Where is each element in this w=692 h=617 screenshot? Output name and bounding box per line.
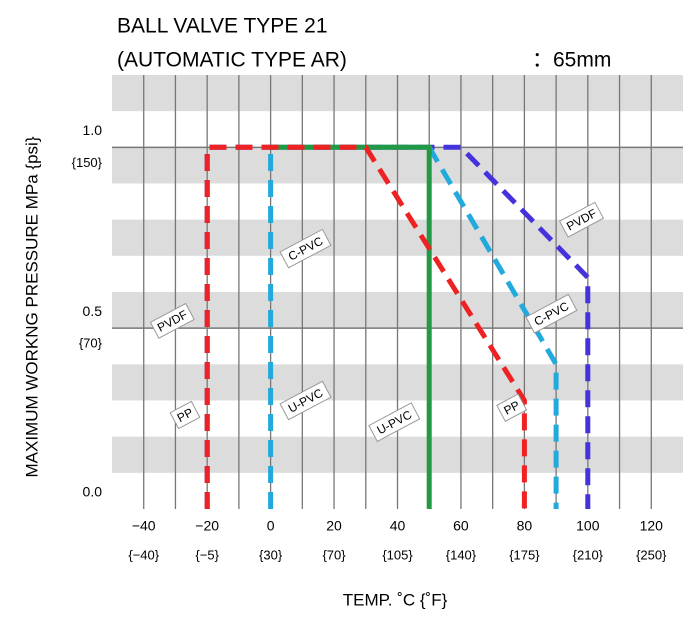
x-tick-label-fahrenheit: {140} [446,547,477,562]
annotation-box [525,293,578,334]
x-tick-label-celsius: 60 [453,518,469,534]
x-tick-label-fahrenheit: {210} [573,547,604,562]
x-tick-label-fahrenheit: {−5} [195,547,219,562]
y-axis-label: MAXIMUM WORKNG PRESSURE MPa {psi} [22,136,41,477]
y-tick-label: {70} [79,336,103,351]
x-tick-label-fahrenheit: {250} [636,547,667,562]
x-tick-label-celsius: −40 [132,518,156,534]
x-tick-label-celsius: 0 [267,518,275,534]
y-tick-label: 1.0 [83,122,103,138]
x-tick-label-celsius: 40 [390,518,406,534]
annotation-box [149,302,195,339]
chart-title-line1: BALL VALVE TYPE 21 [117,15,328,38]
x-tick-label-fahrenheit: {70} [322,547,346,562]
x-tick-label-celsius: −20 [195,518,219,534]
x-tick-label-fahrenheit: {175} [509,547,540,562]
series-annotation: U-PVC [368,402,421,443]
size-label: ：65mm [532,49,611,72]
x-tick-label-celsius: 100 [576,518,600,534]
series-line-pp [204,144,527,509]
series-annotation: PP [496,393,528,422]
annotation-label: PP [501,398,522,418]
annotation-box [558,201,605,238]
annotation-box [279,228,332,269]
x-tick-label-celsius: 20 [326,518,342,534]
x-tick-label-fahrenheit: {30} [259,547,283,562]
x-tick-label-fahrenheit: {105} [382,547,413,562]
y-tick-label: 0.0 [83,484,103,500]
annotation-box [279,380,332,421]
x-tick-label-celsius: 120 [640,518,664,534]
series-annotation: PVDF [558,201,605,238]
annotation-box [169,400,201,430]
annotation-box [496,393,528,422]
x-tick-label-fahrenheit: {−40} [128,547,159,562]
x-axis-label: TEMP. ˚C {˚F} [343,590,448,609]
tick-labels: −40 {−40} −20 {−5} 0 {30} 20 {70} 40 {105} 60 {140}… [72,122,667,562]
annotation-box [368,402,421,443]
series-annotation: PP [169,400,201,430]
x-tick-label-celsius: 80 [517,518,533,534]
chart-title-line2: (AUTOMATIC TYPE AR) [117,49,347,72]
series-lines [204,144,591,509]
y-tick-label: 0.5 [83,303,103,319]
annotation-label: PP [175,405,196,425]
y-tick-label: {150} [72,155,103,170]
